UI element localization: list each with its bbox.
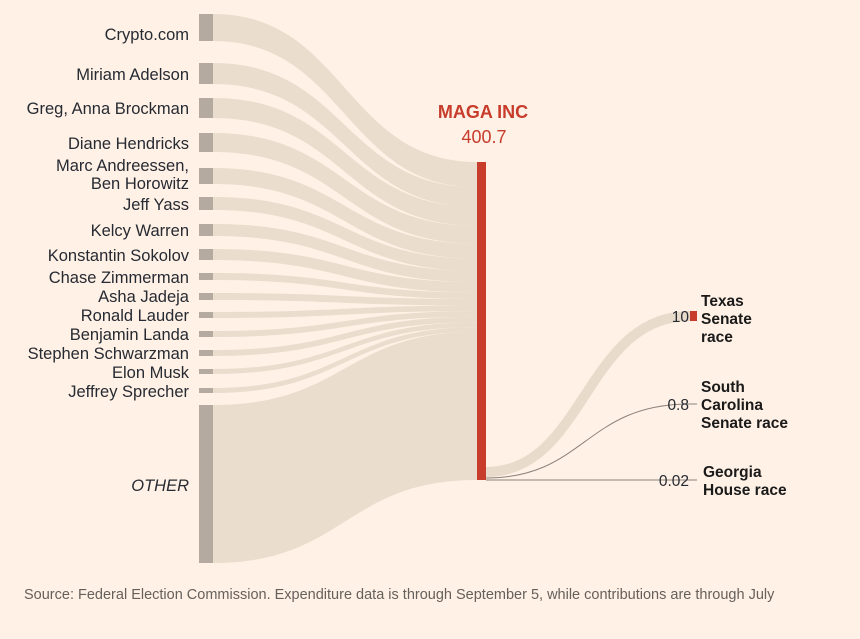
flow-band (213, 168, 477, 259)
donor-label: Jeffrey Sprecher (68, 383, 189, 401)
flow-band (213, 273, 477, 299)
donor-label: Chase Zimmerman (49, 269, 189, 287)
source-note: Source: Federal Election Commission. Exp… (24, 587, 775, 603)
flow-band (213, 63, 477, 208)
flow-band (213, 98, 477, 226)
flow-band (213, 311, 477, 337)
donor-label: Miriam Adelson (76, 66, 189, 84)
donor-label: Benjamin Landa (70, 326, 190, 344)
outflow-label: House race (703, 482, 787, 499)
flow-band (213, 249, 477, 293)
donor-bar (199, 350, 213, 356)
donor-bar (199, 197, 213, 210)
donor-bar (199, 273, 213, 280)
flow-band (213, 327, 477, 393)
outflow-label: race (701, 329, 733, 346)
donor-label: OTHER (131, 477, 189, 495)
hub-bar (477, 162, 486, 480)
outflow-label: Georgia (703, 464, 762, 481)
donor-label: Marc Andreessen, (56, 157, 189, 175)
donor-label: Asha Jadeja (98, 288, 190, 306)
donor-flows (213, 14, 477, 563)
flow-band (213, 133, 477, 244)
donor-bars (199, 14, 213, 563)
donor-label: Diane Hendricks (68, 135, 189, 153)
donor-label: Ronald Lauder (81, 307, 190, 325)
outflow-marker (690, 311, 697, 321)
donor-bar (199, 293, 213, 300)
donor-label: Ben Horowitz (91, 175, 189, 193)
outflow-links (485, 311, 691, 481)
donor-label: Stephen Schwarzman (28, 345, 189, 363)
flow-band (213, 331, 477, 563)
donor-labels: Crypto.com Miriam Adelson Greg, Anna Brock… (27, 26, 190, 495)
donor-bar (199, 331, 213, 337)
donor-bar (199, 312, 213, 318)
donor-bar (199, 133, 213, 152)
flow-band (213, 14, 477, 188)
donor-label: Greg, Anna Brockman (27, 100, 189, 118)
donor-label: Elon Musk (112, 364, 190, 382)
donor-label: Konstantin Sokolov (48, 247, 190, 265)
outflow-value: 0.02 (659, 473, 689, 490)
outflow-value: 0.8 (667, 397, 689, 414)
flow-band (213, 224, 477, 283)
hub-title: MAGA INC (438, 102, 528, 122)
flow-band (213, 322, 477, 374)
outflow-label: South (701, 379, 745, 396)
donor-bar (199, 63, 213, 84)
outflow-marks (689, 311, 697, 481)
donor-bar (199, 168, 213, 184)
donor-bar (199, 388, 213, 393)
sankey-chart: Crypto.com Miriam Adelson Greg, Anna Brock… (27, 14, 789, 563)
flow-band (213, 293, 477, 306)
outflow-label: Senate (701, 311, 752, 328)
hub-value: 400.7 (461, 127, 506, 147)
outflow-value: 10 (672, 309, 690, 326)
donor-bar (199, 369, 213, 374)
flow-band (213, 305, 477, 318)
donor-bar (199, 224, 213, 236)
outflow-label: Texas (701, 293, 744, 310)
donor-bar (199, 14, 213, 41)
outflow-link (485, 403, 691, 479)
outflow-label: Senate race (701, 415, 788, 432)
donor-bar (199, 405, 213, 563)
outflow-link (485, 311, 691, 477)
flow-band (213, 197, 477, 271)
flow-band (213, 316, 477, 356)
donor-bar (199, 98, 213, 118)
donor-label: Jeff Yass (123, 196, 189, 214)
donor-label: Crypto.com (105, 26, 189, 44)
donor-label: Kelcy Warren (91, 222, 189, 240)
donor-bar (199, 249, 213, 260)
outflow-label: Carolina (701, 397, 763, 414)
